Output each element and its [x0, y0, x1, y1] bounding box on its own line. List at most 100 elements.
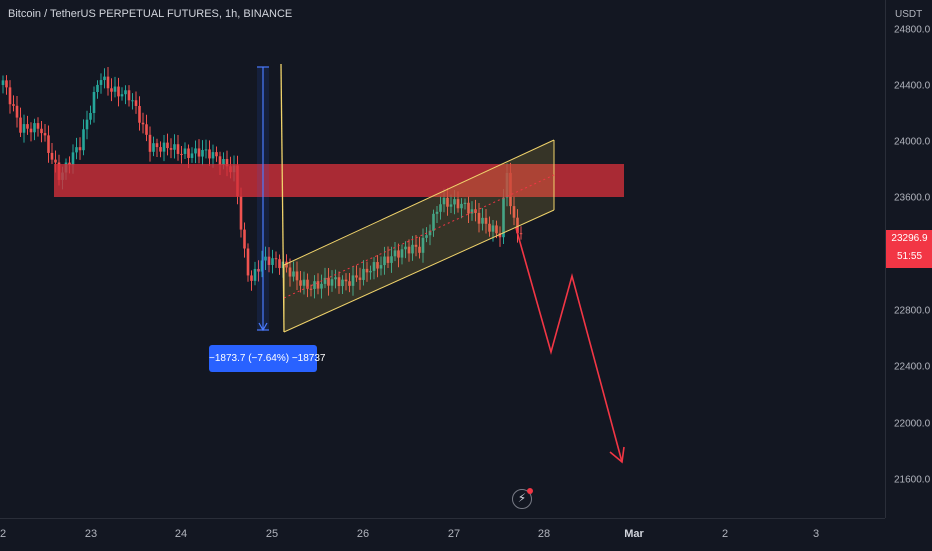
candle-body [29, 128, 33, 133]
measure-arrowhead [258, 322, 268, 332]
candle-body [362, 268, 365, 280]
candle-body [425, 235, 428, 238]
lightning-icon[interactable]: ⚡ [512, 488, 533, 509]
time-tick: Mar [624, 528, 644, 540]
candle-body [453, 199, 456, 205]
candle-body [512, 206, 516, 218]
candle-body [376, 262, 379, 269]
candle-body [292, 271, 295, 277]
connector-line[interactable] [280, 63, 285, 333]
candle-body [103, 76, 106, 81]
time-tick: 23 [84, 528, 98, 540]
candle-body [463, 202, 467, 204]
chart-area[interactable]: Bitcoin / TetherUS PERPETUAL FUTURES, 1h… [0, 0, 885, 518]
time-tick: 2 [721, 528, 729, 540]
candle-body [176, 144, 180, 154]
candle-body [344, 279, 348, 282]
candle-body [239, 196, 243, 230]
candle-body [460, 203, 463, 209]
candle-body [383, 256, 386, 266]
candle-body [225, 158, 229, 167]
candle-body [162, 142, 166, 152]
candle-body [201, 150, 204, 157]
candle-body [299, 280, 302, 286]
candle-body [295, 271, 299, 281]
time-tick: 2 [0, 528, 7, 540]
candle-body [393, 250, 397, 257]
candle-body [470, 209, 474, 214]
candle-body [313, 281, 316, 289]
chart-title: Bitcoin / TetherUS PERPETUAL FUTURES, 1h… [8, 8, 293, 20]
candle-body [274, 258, 278, 260]
channel-upper-line[interactable] [283, 139, 555, 266]
candle-body [400, 249, 404, 258]
candle-countdown: 51:55 [896, 251, 923, 262]
candle-body [8, 87, 12, 105]
candle-body [351, 275, 355, 286]
candle-body [302, 279, 306, 286]
notification-dot [527, 488, 533, 494]
candle-body [99, 80, 103, 85]
candle-body [197, 148, 201, 157]
candle-body [421, 237, 425, 253]
candle-body [253, 268, 257, 281]
measure-label[interactable]: −1873.7 (−7.64%) −18737 [209, 345, 325, 372]
price-axis[interactable]: USDT 24800.0 24400.0 24000.0 23600.0 228… [885, 0, 932, 518]
candle-body [288, 267, 292, 277]
candle-body [278, 259, 281, 269]
candle-body [159, 147, 162, 152]
candle-body [316, 281, 320, 289]
candle-body [435, 211, 439, 214]
time-axis[interactable]: 2 23 24 25 26 27 28 Mar 2 3 [0, 518, 885, 551]
candle-body [372, 262, 376, 271]
candle-body [369, 270, 372, 273]
candle-body [152, 143, 155, 152]
projection-path[interactable] [515, 227, 623, 463]
candle-body [47, 135, 50, 153]
candle-body [449, 204, 453, 207]
last-price: 23296.9 [891, 233, 928, 244]
rising-channel[interactable] [284, 140, 554, 332]
candle-body [50, 152, 54, 160]
candle-body [204, 149, 208, 151]
candle-body [36, 123, 40, 129]
candle-body [334, 277, 337, 280]
candle-body [456, 199, 460, 209]
candle-body [502, 197, 505, 238]
candle-body [1, 80, 5, 85]
candle-body [267, 256, 271, 265]
candle-body [5, 80, 8, 88]
candle-body [12, 104, 15, 106]
candle-body [271, 258, 274, 265]
candle-body [442, 197, 446, 205]
candle-body [320, 283, 323, 289]
candle-body [257, 268, 260, 272]
candle-body [516, 217, 519, 234]
price-tick: 22400.0 [894, 361, 931, 373]
candle-body [134, 100, 138, 106]
candle-body [82, 129, 85, 151]
candle-body [397, 250, 400, 258]
candle-body [211, 152, 215, 159]
candle-body [222, 158, 225, 166]
candle-body [68, 162, 71, 165]
candle-body [477, 212, 481, 224]
candle-body [19, 117, 22, 133]
candle-body [194, 148, 197, 154]
candle-body [85, 119, 89, 130]
candle-body [355, 275, 358, 278]
candle-body [379, 265, 383, 269]
time-tick: 3 [812, 528, 820, 540]
candle-body [439, 204, 442, 212]
candle-body [180, 153, 183, 155]
candle-body [190, 153, 194, 158]
resistance-zone[interactable] [54, 164, 624, 197]
candle-body [138, 105, 141, 123]
channel-lower-line[interactable] [283, 209, 555, 333]
candle-body [124, 90, 127, 95]
candle-body [89, 112, 92, 120]
candle-body [337, 277, 341, 287]
price-chart[interactable] [0, 0, 885, 518]
time-tick: 28 [537, 528, 551, 540]
candle-body [15, 105, 19, 118]
